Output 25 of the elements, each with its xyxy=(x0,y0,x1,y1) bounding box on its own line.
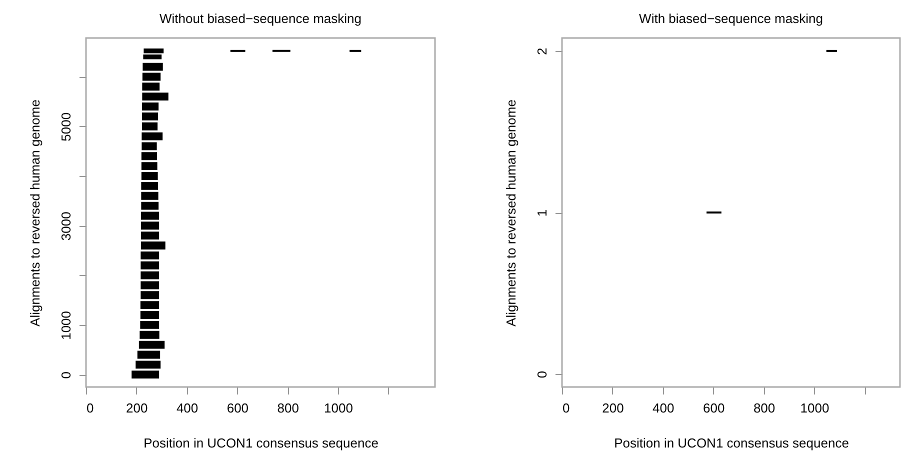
y-tick-label: 5000 xyxy=(58,112,74,142)
y-tick-label: 0 xyxy=(58,371,74,379)
y-axis-title: Alignments to reversed human genome xyxy=(28,100,42,326)
y-tick-label: 0 xyxy=(534,370,550,378)
x-tick-label: 0 xyxy=(86,400,94,416)
x-tick-label: 800 xyxy=(277,400,299,416)
chart-title: Without biased−sequence masking xyxy=(160,11,362,26)
y-tick-label: 1 xyxy=(534,209,550,217)
x-tick-label: 0 xyxy=(562,400,570,416)
x-tick-label: 600 xyxy=(226,400,249,416)
x-tick-label: 200 xyxy=(126,400,148,416)
y-tick-label: 1000 xyxy=(58,310,74,340)
x-axis-title: Position in UCON1 consensus sequence xyxy=(144,436,378,450)
x-axis-title: Position in UCON1 consensus sequence xyxy=(614,436,849,450)
x-tick-label: 400 xyxy=(652,400,674,416)
x-tick-label: 1000 xyxy=(800,400,830,416)
y-tick-label: 3000 xyxy=(58,212,74,241)
y-axis-title: Alignments to reversed human genome xyxy=(504,100,518,326)
x-tick-label: 600 xyxy=(702,400,725,416)
x-tick-label: 1000 xyxy=(324,400,353,416)
x-tick-label: 800 xyxy=(753,400,776,416)
x-tick-label: 200 xyxy=(602,400,624,416)
y-tick-label: 2 xyxy=(534,48,550,56)
chart-title: With biased−sequence masking xyxy=(639,11,823,26)
x-tick-label: 400 xyxy=(176,400,198,416)
